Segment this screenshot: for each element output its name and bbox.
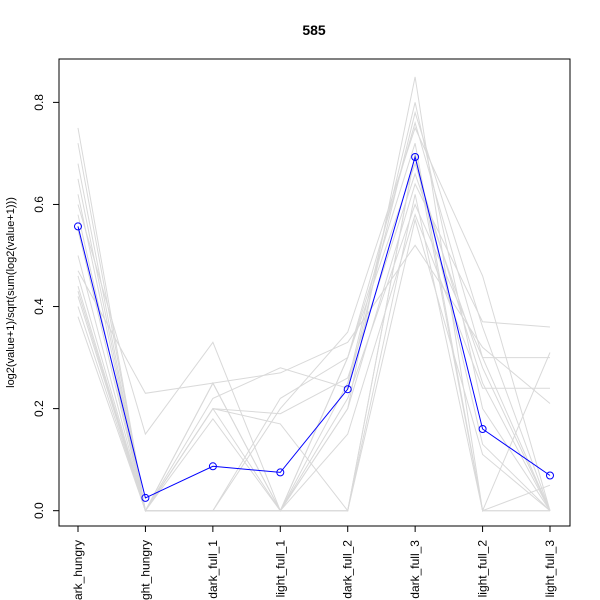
highlight-point [411,153,420,161]
background-series-line [77,76,550,512]
y-axis-label: log2(value+1)/sqrt(sum(log2(value+1))) [5,197,17,388]
background-series-line [77,194,550,512]
background-series-line [77,126,551,512]
background-series-group [77,76,551,513]
y-tick-label: 0.8 [32,94,46,111]
highlight-point [276,468,285,477]
highlight-point [478,425,487,433]
y-axis: 0.0 0.2 0.4 0.6 0.8 [32,94,59,519]
highlight-point [74,222,82,231]
background-series-line [77,153,551,513]
highlight-point [546,471,554,480]
background-series-line [77,102,551,513]
highlight-series-group [74,153,554,502]
highlight-point [141,493,150,502]
y-tick-label: 0.4 [32,298,46,315]
background-series-line [77,244,551,404]
x-tick-label: dark_full_2 [341,540,355,599]
chart-title: 585 [302,22,326,38]
y-tick-label: 0.0 [32,502,46,519]
x-tick-label: light_full_2 [476,540,490,598]
x-tick-label: light_full_3 [543,540,557,598]
background-series-line [77,172,551,512]
highlight-series-line [77,155,551,499]
x-tick-label: dark_full_1 [206,540,220,599]
x-tick-label: ght_hungry [138,540,152,600]
highlight-point [208,462,217,471]
background-series-line [77,213,550,512]
highlight-point [343,385,352,394]
background-series-line [77,153,551,512]
background-series-line [77,143,551,512]
background-series-line [77,217,551,512]
x-axis: ark_hungry ght_hungry dark_full_1 light_ful… [71,526,557,600]
plot-frame [58,58,571,527]
background-series-line [77,203,550,512]
background-series-line [77,161,551,512]
y-tick-label: 0.2 [32,400,46,417]
y-tick-label: 0.6 [32,196,46,213]
x-tick-label: dark_full_3 [408,540,422,599]
x-tick-label: light_full_1 [273,540,287,598]
x-tick-label: ark_hungry [71,540,85,600]
background-series-line [77,110,551,512]
background-series-line [77,182,551,513]
